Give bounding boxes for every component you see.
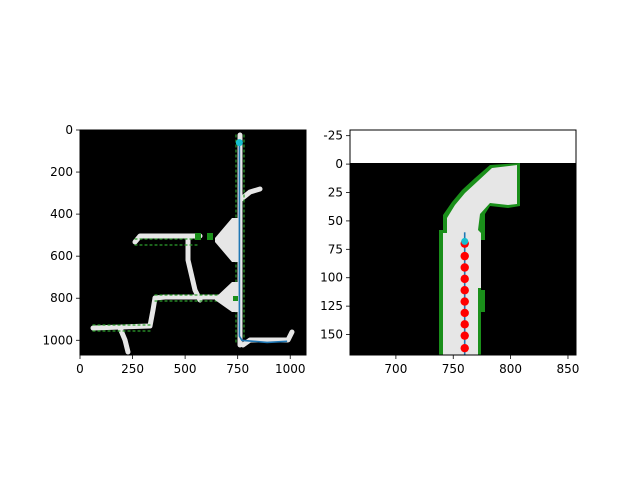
obstacle-marker — [207, 233, 213, 240]
y-tick-label: 600 — [50, 249, 73, 263]
x-tick-label: 750 — [226, 362, 249, 376]
waypoint-marker — [460, 286, 469, 295]
subplot-full-map: 0 250 500 750 1000 0 200 400 600 800 1000 — [42, 123, 307, 376]
waypoint-marker — [460, 263, 469, 272]
robot-path — [238, 142, 288, 344]
obstacle-marker — [233, 296, 238, 301]
unknown-region — [350, 130, 576, 163]
y-tick-label: 150 — [320, 328, 343, 342]
waypoint-marker — [460, 320, 469, 329]
y-tick-label: 50 — [328, 214, 343, 228]
waypoints — [460, 239, 469, 353]
y-tick-label: 25 — [328, 186, 343, 200]
x-tick-label: 250 — [121, 362, 144, 376]
subplot-local-map: 700 750 800 850 -25 0 25 50 75 100 125 150 — [320, 129, 579, 376]
y-tick-label: 75 — [328, 242, 343, 256]
y-tick-label: 0 — [335, 157, 343, 171]
junction-lower — [215, 282, 238, 312]
occupancy-map — [90, 132, 295, 355]
axes-frame — [349, 129, 577, 356]
x-tick-label: 1000 — [275, 362, 306, 376]
axes-frame — [79, 129, 307, 356]
waypoint-marker — [460, 274, 469, 284]
x-tick-label: 750 — [442, 362, 465, 376]
waypoint-marker — [460, 251, 469, 261]
robot-pose-marker — [235, 139, 243, 147]
y-tick-label: 125 — [320, 299, 343, 313]
free-corridor — [443, 165, 517, 355]
waypoint-marker — [460, 308, 469, 318]
y-tick-label: 400 — [50, 207, 73, 221]
x-tick-label: 700 — [384, 362, 407, 376]
junction-upper — [215, 218, 238, 262]
x-tick-label: 850 — [557, 362, 580, 376]
y-tick-label: -25 — [323, 129, 343, 143]
y-tick-label: 200 — [50, 165, 73, 179]
waypoint-marker — [460, 343, 469, 353]
waypoint-marker — [460, 297, 469, 306]
axis-ticks: 700 750 800 850 -25 0 25 50 75 100 125 150 — [320, 129, 579, 376]
robot-pose-marker — [461, 237, 469, 245]
map-background — [80, 130, 306, 355]
x-tick-label: 800 — [499, 362, 522, 376]
waypoint-marker — [460, 331, 469, 340]
y-tick-label: 100 — [320, 271, 343, 285]
occupancy-map-local — [439, 163, 520, 355]
axis-ticks: 0 250 500 750 1000 0 200 400 600 800 1000 — [42, 123, 305, 376]
y-tick-label: 800 — [50, 291, 73, 305]
x-tick-label: 500 — [174, 362, 197, 376]
obstacle-marker — [195, 233, 201, 240]
y-tick-label: 0 — [65, 123, 73, 137]
y-tick-label: 1000 — [42, 333, 73, 347]
x-tick-label: 0 — [76, 362, 84, 376]
